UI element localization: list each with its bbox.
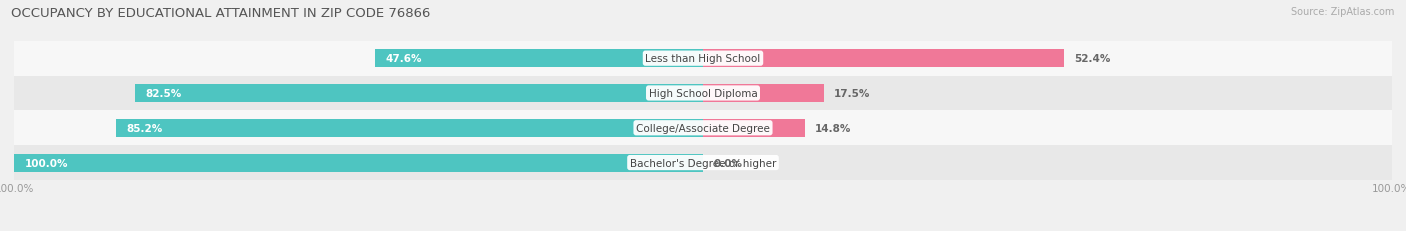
Bar [135,85,703,103]
Text: OCCUPANCY BY EDUCATIONAL ATTAINMENT IN ZIP CODE 76866: OCCUPANCY BY EDUCATIONAL ATTAINMENT IN Z… [11,7,430,20]
Text: 17.5%: 17.5% [834,88,870,99]
Text: Less than High School: Less than High School [645,54,761,64]
Bar [14,76,1392,111]
Text: Source: ZipAtlas.com: Source: ZipAtlas.com [1291,7,1395,17]
Bar [703,50,1064,68]
Text: College/Associate Degree: College/Associate Degree [636,123,770,133]
Text: 100.0%: 100.0% [24,158,67,168]
Bar [375,50,703,68]
Text: 85.2%: 85.2% [127,123,163,133]
Text: Bachelor's Degree or higher: Bachelor's Degree or higher [630,158,776,168]
Text: 52.4%: 52.4% [1074,54,1111,64]
Text: 0.0%: 0.0% [713,158,742,168]
Text: 82.5%: 82.5% [145,88,181,99]
Text: High School Diploma: High School Diploma [648,88,758,99]
Bar [14,146,1392,180]
Bar [14,42,1392,76]
Bar [703,85,824,103]
Bar [14,154,703,172]
Bar [703,119,806,137]
Bar [14,111,1392,146]
Text: 47.6%: 47.6% [385,54,422,64]
Bar [117,119,703,137]
Text: 14.8%: 14.8% [815,123,852,133]
